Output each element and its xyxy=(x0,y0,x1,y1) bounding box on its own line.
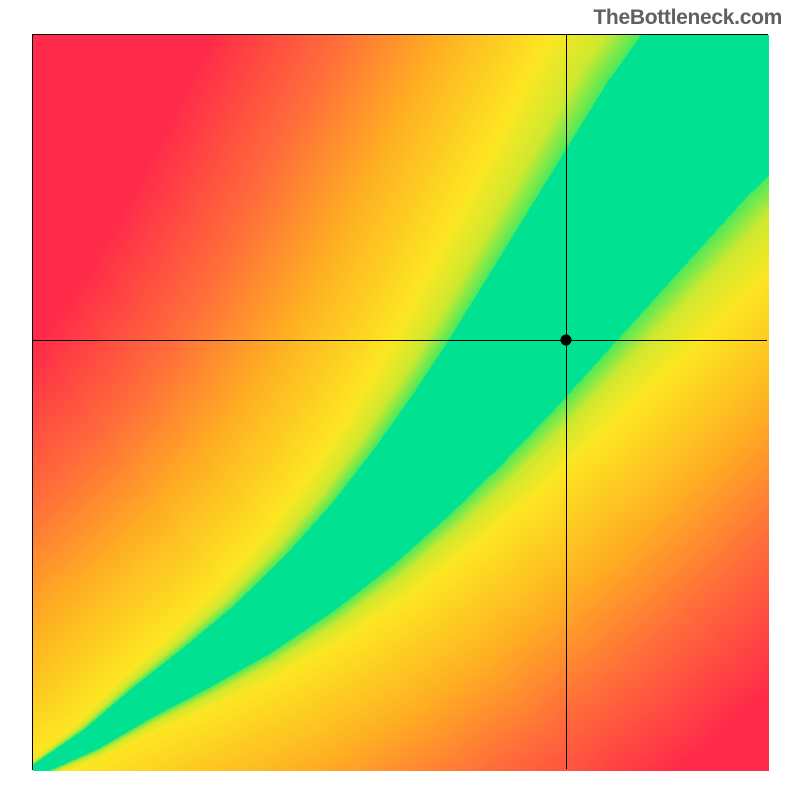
bottleneck-heatmap-canvas xyxy=(33,35,769,771)
watermark-text: TheBottleneck.com xyxy=(593,6,782,30)
crosshair-horizontal-line xyxy=(33,340,767,341)
intersection-marker-dot xyxy=(560,335,571,346)
heatmap-plot-frame xyxy=(32,34,768,770)
crosshair-vertical-line xyxy=(566,35,567,769)
